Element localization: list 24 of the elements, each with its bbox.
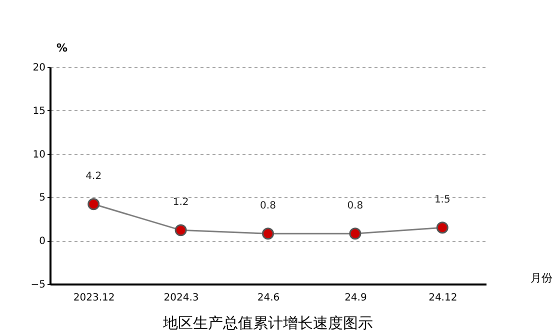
x-tick-label: 24.12	[428, 292, 458, 304]
x-axis-title: 月份	[530, 272, 552, 284]
data-label: 1.2	[172, 197, 189, 208]
y-tick-label: 20	[32, 62, 46, 74]
x-tick-label: 24.6	[257, 292, 280, 304]
y-tick-label: −5	[30, 280, 46, 290]
x-tick-label: 2023.12	[73, 292, 115, 304]
point	[88, 198, 100, 210]
data-label: 0.8	[260, 200, 276, 212]
x-tick-label: 24.9	[344, 292, 367, 304]
data-label: 1.5	[434, 194, 450, 206]
point	[174, 224, 187, 236]
y-tick-label: 5	[39, 192, 46, 204]
y-tick-label: 0	[39, 236, 46, 248]
y-axis-title: %	[56, 42, 68, 54]
data-label: 0.8	[347, 200, 364, 212]
y-tick-label: 10	[32, 149, 46, 160]
text: 地区生产总值累计增长速度图示	[162, 314, 373, 332]
point	[262, 228, 274, 240]
point	[349, 228, 362, 240]
point	[436, 222, 448, 234]
y-tick-label: 15	[32, 106, 46, 117]
x-tick-label: 2024.3	[164, 292, 199, 304]
data-label: 4.2	[86, 171, 102, 182]
